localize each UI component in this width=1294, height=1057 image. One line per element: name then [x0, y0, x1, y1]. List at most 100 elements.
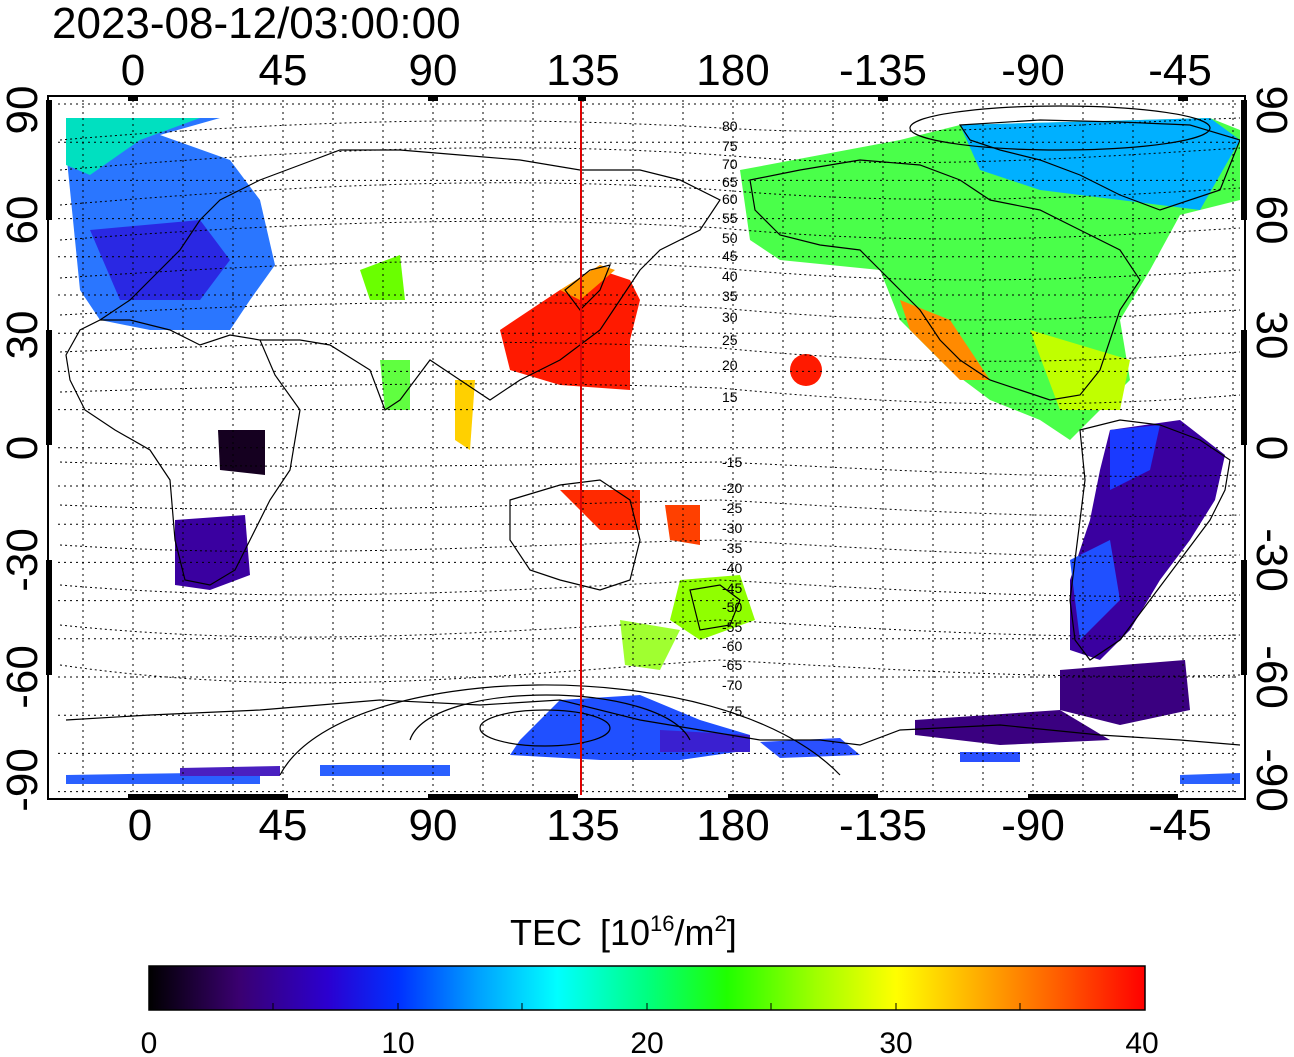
lat-tick-label: 60	[1247, 196, 1294, 245]
bottom-tick-bar	[128, 794, 288, 800]
north-america-coastline	[749, 159, 1141, 401]
timestamp-title: 2023-08-12/03:00:00	[52, 0, 461, 48]
greenland-arctic-coastline	[958, 119, 1240, 211]
contour-label: -40	[722, 560, 742, 576]
lat-tick-label: -30	[1247, 528, 1294, 592]
right-tick-bar	[1241, 560, 1247, 675]
lon-tick-label: 45	[259, 801, 308, 850]
top-tick	[578, 95, 586, 101]
lat-tick-label: 60	[0, 196, 47, 245]
colorbar-label-square: 2	[715, 911, 727, 936]
contour-label: 60	[722, 191, 738, 207]
region-southeast-asia-tec	[455, 380, 475, 450]
right-tick-bar	[1241, 330, 1247, 445]
left-lat-labels: 90 60 30 0 -30 -60 -90	[0, 86, 47, 812]
contour-label: -30	[722, 520, 742, 536]
contour-label: 20	[722, 357, 738, 373]
contour-label: -55	[722, 619, 742, 635]
lon-tick-label: 45	[259, 46, 308, 95]
lon-tick-label: -90	[1001, 46, 1065, 95]
south-america-coastline	[1069, 419, 1231, 661]
lat-tick-label: 30	[0, 311, 47, 360]
contour-label: -15	[722, 454, 742, 470]
colorbar	[148, 965, 1146, 1011]
bottom-tick-bar	[428, 794, 578, 800]
contour-label: 55	[722, 210, 738, 226]
colorbar-label-units-mid: /m	[675, 912, 715, 953]
contour-label: 25	[722, 332, 738, 348]
region-japan-tec	[560, 265, 615, 300]
region-east-asia-tec	[500, 270, 640, 390]
lon-tick-label: -135	[839, 801, 927, 850]
coastlines	[65, 119, 1240, 746]
contour-label: -70	[722, 677, 742, 693]
top-tick	[878, 95, 888, 101]
colorbar-tick-label: 10	[381, 1027, 414, 1057]
contour-label: 50	[722, 230, 738, 246]
top-tick	[428, 95, 438, 101]
region-southern-africa-tec	[175, 515, 250, 590]
colorbar-label-units-post: ]	[727, 912, 737, 953]
colorbar-tick-labels: 0 10 20 30 40	[141, 1027, 1159, 1057]
region-new-zealand-tec	[670, 575, 755, 640]
right-lat-labels: 90 60 30 0 -30 -60 -90	[1247, 86, 1294, 812]
contour-label: 65	[722, 174, 738, 190]
region-central-africa-tec	[218, 430, 265, 475]
region-ross-sea-tec	[660, 730, 750, 752]
colorbar-label: TEC [1016/m2]	[510, 911, 737, 953]
north-pole-contour	[909, 105, 1211, 151]
region-west-antarctica-tec	[915, 710, 1110, 745]
colorbar-label-main: TEC	[510, 912, 582, 953]
top-lon-labels: 0 45 90 135 180 -135 -90 -45	[121, 46, 1212, 95]
right-tick-bar	[1241, 100, 1247, 220]
colorbar-label-units-pre: [10	[600, 912, 650, 953]
region-antarctica-east-tec	[320, 765, 450, 776]
africa-coastline	[65, 319, 301, 586]
contour-label: -50	[722, 599, 742, 615]
region-central-asia-tec	[360, 255, 405, 300]
region-arctic-canada-tec	[960, 118, 1240, 210]
lon-tick-label: -90	[1001, 801, 1065, 850]
bottom-tick-bar	[728, 794, 878, 800]
contour-label: -20	[722, 480, 742, 496]
lon-tick-label: 90	[409, 801, 458, 850]
south-pole-contour-inner	[479, 709, 611, 747]
lat-tick-label: 0	[1247, 436, 1294, 460]
region-southern-ocean-tec	[620, 620, 680, 670]
new-zealand-coastline	[689, 584, 741, 631]
left-tick-bar	[46, 560, 52, 675]
contour-label: 45	[722, 248, 738, 264]
lat-tick-label: 30	[1247, 311, 1294, 360]
contour-label: -25	[722, 500, 742, 516]
contour-label: 40	[722, 268, 738, 284]
colorbar-tick-label: 40	[1125, 1027, 1158, 1057]
antarctica-coastline	[65, 699, 1240, 746]
contour-label: -75	[722, 703, 742, 719]
colorbar-label-exponent: 16	[650, 911, 674, 936]
lon-tick-label: 0	[121, 46, 145, 95]
region-antarctica-indian-tec	[180, 766, 280, 776]
lat-tick-label: 90	[1247, 86, 1294, 135]
lat-tick-label: -30	[0, 528, 47, 592]
lat-tick-label: -60	[0, 645, 47, 709]
region-antarctica-weddell-tec	[1180, 773, 1240, 784]
lon-tick-label: 180	[696, 46, 769, 95]
polar-contours	[279, 105, 1211, 776]
south-pole-contour-mid	[409, 694, 691, 741]
australia-coastline	[509, 479, 641, 591]
contour-label: 30	[722, 309, 738, 325]
contour-label: 70	[722, 156, 738, 172]
top-tick	[1178, 95, 1188, 101]
region-antarctic-peninsula-tec	[1060, 660, 1190, 725]
region-central-europe-tec	[90, 220, 230, 300]
lon-tick-label: -45	[1148, 801, 1212, 850]
lat-tick-label: -90	[0, 748, 47, 812]
lat-tick-label: 90	[0, 86, 47, 135]
region-southeast-us-tec	[1030, 330, 1130, 410]
left-tick-bar	[46, 100, 52, 220]
left-tick-bar	[46, 330, 52, 445]
lon-tick-label: 90	[409, 46, 458, 95]
south-pole-contour-outer	[279, 684, 841, 776]
region-mexico-tec	[900, 300, 990, 380]
